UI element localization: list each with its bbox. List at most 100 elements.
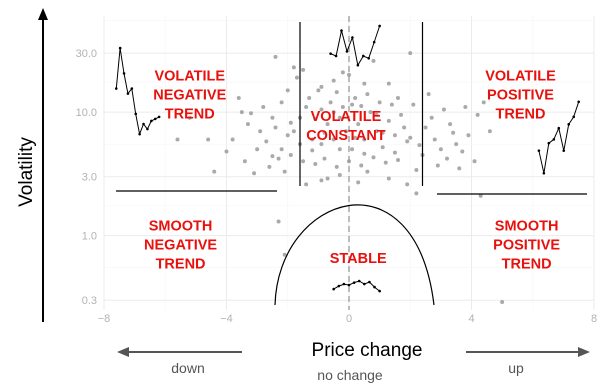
sparkline-volatile-positive-point xyxy=(537,149,541,152)
data-point xyxy=(457,166,462,171)
sparkline-stable-point xyxy=(352,281,356,284)
data-point xyxy=(374,112,379,117)
data-point xyxy=(331,110,336,115)
data-point xyxy=(313,162,318,167)
sparkline-volatile-negative-point xyxy=(138,132,141,136)
data-point xyxy=(288,152,293,157)
data-point xyxy=(392,150,397,155)
sparkline-volatile-constant-point xyxy=(378,24,381,28)
region-label-line: STABLE xyxy=(330,251,387,267)
sparkline-volatile-constant-point xyxy=(345,50,349,53)
data-point xyxy=(487,129,492,134)
data-point xyxy=(249,111,253,116)
data-point xyxy=(472,159,477,164)
sparkline-stable-point xyxy=(373,285,376,289)
data-point xyxy=(359,163,364,168)
data-point xyxy=(261,105,266,110)
sparkline-stable-point xyxy=(357,279,361,283)
data-point xyxy=(206,137,211,142)
sparkline-volatile-negative-point xyxy=(150,119,153,123)
data-point xyxy=(301,159,306,164)
data-point xyxy=(334,164,339,169)
sparkline-volatile-positive-point xyxy=(547,141,551,145)
data-point xyxy=(282,169,287,174)
region-labels: VOLATILE NEGATIVE TREND VOLATILE CONSTANT VOL… xyxy=(144,69,560,273)
region-label-smooth-positive-trend: SMOOTH POSITIVE TREND xyxy=(493,219,560,273)
sparkline-volatile-positive-point xyxy=(562,149,566,152)
data-point xyxy=(291,129,296,134)
region-label-line: TREND xyxy=(156,257,206,273)
region-label-volatile-constant: VOLATILE CONSTANT xyxy=(306,109,386,144)
data-point xyxy=(343,129,348,134)
data-point xyxy=(347,72,351,77)
region-label-line: POSITIVE xyxy=(487,88,554,104)
region-label-line: TREND xyxy=(496,107,546,123)
data-point xyxy=(279,147,284,152)
data-point xyxy=(386,81,391,86)
sparkline-volatile-constant-point xyxy=(334,54,338,58)
data-point xyxy=(255,147,260,152)
sparkline-volatile-constant-point xyxy=(361,54,365,58)
data-point xyxy=(313,116,318,121)
data-point xyxy=(307,96,312,101)
data-point xyxy=(445,156,449,161)
region-label-volatile-negative-trend: VOLATILE NEGATIVE TREND xyxy=(153,69,226,123)
sparkline-volatile-constant-point xyxy=(367,56,371,60)
region-label-line: SMOOTH xyxy=(495,219,559,235)
data-point xyxy=(353,96,358,101)
data-point xyxy=(340,105,345,110)
data-point xyxy=(245,122,250,127)
sparkline-stable-point xyxy=(342,282,346,286)
data-point xyxy=(236,96,241,101)
y-tick-label: 0.3 xyxy=(82,295,97,307)
sparkline-volatile-constant-point xyxy=(340,29,343,32)
data-point xyxy=(340,70,345,75)
sparkline-volatile-positive-point xyxy=(572,115,576,119)
data-point xyxy=(337,115,342,120)
sparkline-volatile-constant xyxy=(330,25,381,67)
data-point xyxy=(282,252,287,257)
sparkline-volatile-constant-point xyxy=(372,40,376,44)
x-axis-title: Price change xyxy=(312,340,423,361)
data-point xyxy=(291,65,296,70)
region-label-stable: STABLE xyxy=(330,251,387,267)
data-point xyxy=(386,176,391,181)
sparkline-stable-point xyxy=(347,283,351,287)
data-point xyxy=(301,67,306,72)
data-point xyxy=(451,130,456,135)
y-tick-label: 10.0 xyxy=(76,107,97,119)
y-tick-label: 30.0 xyxy=(76,48,97,60)
direction-label-down: down xyxy=(171,360,204,376)
data-point xyxy=(319,178,324,183)
region-boundaries xyxy=(116,16,587,310)
data-point xyxy=(264,139,269,144)
down-arrow-head xyxy=(117,347,129,357)
sparklines xyxy=(114,24,580,293)
y-tick-label: 1.0 xyxy=(82,231,97,243)
data-point xyxy=(212,169,217,174)
data-point xyxy=(187,115,192,120)
data-point xyxy=(267,164,272,169)
up-arrow-head xyxy=(578,347,590,357)
sparkline-volatile-positive-point xyxy=(542,171,546,175)
region-label-line: VOLATILE xyxy=(154,69,225,85)
data-point xyxy=(331,78,336,83)
data-point xyxy=(242,159,247,164)
data-point xyxy=(396,96,400,101)
sparkline-volatile-negative-point xyxy=(153,117,157,121)
sparkline-volatile-negative-point xyxy=(126,92,130,95)
data-point xyxy=(414,167,419,172)
data-point xyxy=(429,115,434,120)
data-point xyxy=(481,100,486,105)
sparkline-volatile-positive-point xyxy=(567,123,571,126)
data-point xyxy=(408,135,413,140)
direction-label-no-change: no change xyxy=(317,367,383,383)
data-point xyxy=(288,120,293,125)
sparkline-volatile-positive-point xyxy=(552,138,556,141)
data-point xyxy=(441,107,446,112)
data-point xyxy=(310,148,315,153)
data-point xyxy=(423,125,428,130)
sparkline-volatile-negative-point xyxy=(130,87,134,90)
data-point xyxy=(294,75,299,80)
y-axis-arrow-head xyxy=(38,8,48,20)
